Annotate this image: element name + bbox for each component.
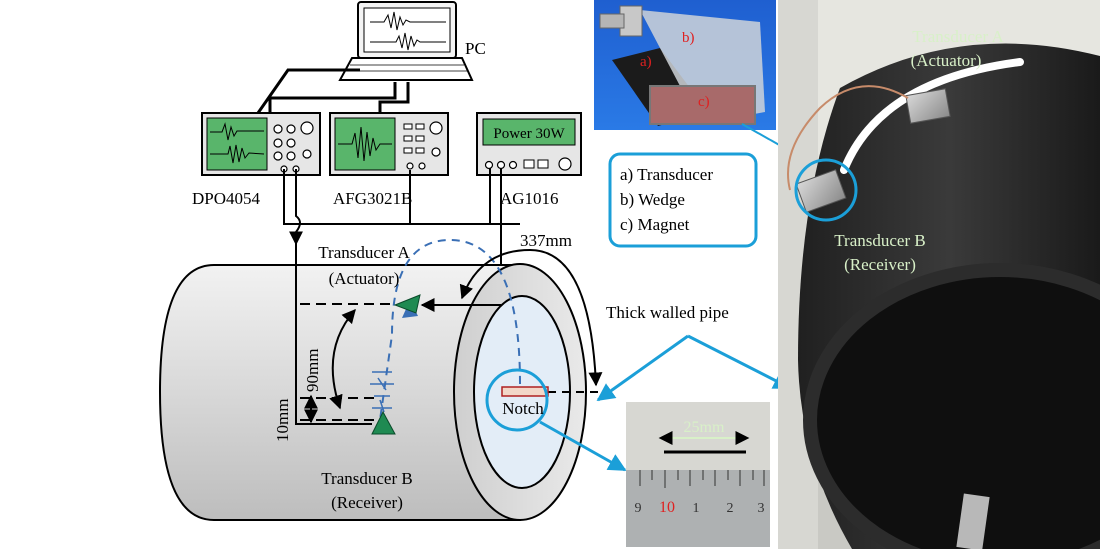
- ag1016-label: AG1016: [500, 189, 559, 208]
- photo-tx-a-title: Transducer A: [912, 27, 1004, 46]
- transducer-a-role: (Actuator): [329, 269, 400, 288]
- transducer-a-title: Transducer A: [318, 243, 410, 262]
- pc-waveform-top: [370, 11, 446, 31]
- pc-waveform-bottom: [370, 32, 446, 51]
- ruler-tick-1: 1: [693, 501, 700, 516]
- pipe-photo-opening: [803, 263, 1100, 549]
- photo-transducer-b: [795, 169, 847, 213]
- photo-label-a: a): [640, 54, 652, 70]
- photo-transducer-a: [905, 88, 951, 124]
- legend-magnet: c) Magnet: [620, 215, 690, 234]
- dimension-337mm-arc: [459, 248, 603, 387]
- notch-label: Notch: [502, 399, 544, 418]
- photo-label-b: b): [682, 30, 695, 46]
- photo-label-c: c): [698, 94, 710, 110]
- dist-10mm-label: 10mm: [273, 399, 292, 442]
- pipe-schematic: 337mm Transducer A (Actuator) Transducer…: [158, 231, 627, 521]
- thick-walled-pipe-label: Thick walled pipe: [606, 303, 729, 322]
- dpo4054-label: DPO4054: [192, 189, 261, 208]
- transducer-b-marker: [371, 410, 396, 435]
- ruler-tick-9: 9: [635, 501, 642, 516]
- pc-keyboard-base: [338, 57, 474, 81]
- ruler-tick-2: 2: [727, 501, 734, 516]
- photo-tx-b-title: Transducer B: [834, 231, 925, 250]
- notch-length-label: 25mm: [684, 419, 725, 436]
- ag1016-amplifier: Power 30W AG1016: [476, 112, 582, 208]
- photo-tx-a-role: (Actuator): [911, 51, 982, 70]
- afg3021b-label: AFG3021B: [333, 189, 412, 208]
- pc-computer: PC: [338, 1, 486, 81]
- transducer-b-callout-circle: [794, 158, 858, 222]
- notch-marker: [501, 386, 549, 397]
- pc-label: PC: [465, 39, 486, 58]
- photo-tx-b-role: (Receiver): [844, 255, 916, 274]
- transducer-photo: a) b) c): [594, 0, 776, 130]
- ruler-tick-10: 10: [659, 499, 675, 516]
- wave-ripples: [370, 371, 394, 413]
- component-legend: a) Transducer b) Wedge c) Magnet: [608, 152, 758, 248]
- transducer-b-role: (Receiver): [331, 493, 403, 512]
- legend-wedge: b) Wedge: [620, 190, 685, 209]
- pipe-photo: Transducer A (Actuator) Transducer B (Re…: [778, 0, 1100, 549]
- transducer-a-marker: [393, 294, 421, 314]
- dimension-90mm-arc: [329, 308, 356, 410]
- dpo4054-oscilloscope: DPO4054: [192, 112, 321, 208]
- notch-ruler-photo: 25mm 9 10 1 2 3: [626, 402, 770, 547]
- pipe-pointer-left: [596, 334, 689, 402]
- pc-cables: [256, 68, 410, 114]
- legend-transducer: a) Transducer: [620, 165, 713, 184]
- dist-337mm-label: 337mm: [520, 231, 572, 250]
- notch-callout-circle: [485, 368, 549, 432]
- power-display-text: Power 30W: [493, 126, 565, 142]
- pipe-pointer-right: [687, 334, 792, 390]
- dist-90mm-label: 90mm: [303, 349, 322, 392]
- transducer-b-title: Transducer B: [321, 469, 412, 488]
- ruler-tick-3: 3: [758, 501, 765, 516]
- afg3021b-generator: AFG3021B: [329, 112, 449, 208]
- ruler-ticks: [639, 470, 765, 488]
